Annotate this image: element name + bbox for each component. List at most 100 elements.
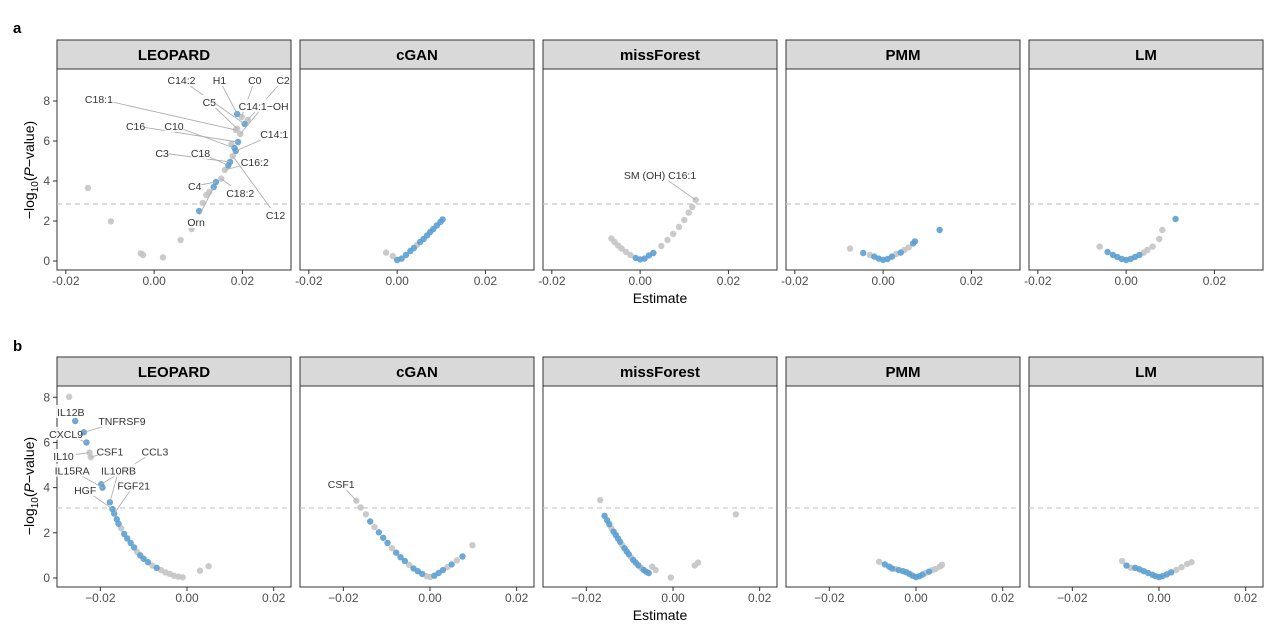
- label-background: [259, 127, 290, 140]
- x-tick-label: 0.02: [991, 591, 1015, 605]
- point-label: IL12B: [57, 407, 84, 419]
- label-leader-line: [173, 125, 235, 149]
- data-point-highlighted: [439, 566, 447, 574]
- x-tick-label: 0.00: [904, 591, 928, 605]
- y-axis-title: −log10(P−value): [21, 121, 41, 219]
- label-background: [100, 463, 137, 477]
- x-tick-label: 0.02: [1203, 274, 1227, 288]
- label-background: [191, 146, 210, 159]
- data-point: [205, 563, 212, 570]
- x-tick-label: 0.02: [717, 274, 741, 288]
- data-point: [139, 251, 147, 259]
- label-background: [155, 146, 169, 159]
- x-tick-label: 0.02: [960, 274, 984, 288]
- label-background: [186, 215, 206, 228]
- x-tick-label: −0.02: [571, 591, 602, 605]
- x-tick-label: 0.00: [661, 591, 685, 605]
- point-label: C14:1: [260, 129, 288, 141]
- data-point: [905, 244, 912, 251]
- facet-strip: [785, 356, 1021, 387]
- data-point-highlighted: [124, 535, 131, 542]
- facet-lm: LM −0.02 0.00 0.02: [1028, 356, 1264, 605]
- data-point: [357, 504, 364, 511]
- facet-strip-label: LEOPARD: [138, 364, 210, 381]
- x-tick-label: -0.02: [1024, 274, 1052, 288]
- data-point: [627, 251, 634, 259]
- y-axis-title-italic: P: [21, 483, 37, 493]
- data-point: [406, 561, 413, 569]
- label-background: [51, 426, 82, 440]
- x-tick-label: 0.00: [628, 274, 652, 288]
- point-label: C3: [155, 148, 169, 160]
- label-background: [622, 168, 698, 181]
- y-tick-label: 8: [43, 390, 50, 404]
- plot-area: [1028, 385, 1264, 588]
- y-tick-label: 4: [43, 481, 50, 495]
- point-label: HGF: [74, 485, 96, 497]
- x-tick-label: 0.02: [474, 274, 498, 288]
- x-tick-label: -0.02: [781, 274, 809, 288]
- data-point: [1173, 566, 1180, 574]
- x-tick-label: −0.02: [85, 591, 116, 605]
- x-tick-label: -0.02: [538, 274, 566, 288]
- label-background: [248, 73, 262, 86]
- x-tick-label: -0.02: [295, 274, 323, 288]
- facet-strip: [542, 39, 778, 70]
- data-point: [1178, 563, 1185, 571]
- data-point-highlighted: [1172, 215, 1179, 223]
- x-tick-label: 0.00: [1147, 591, 1171, 605]
- facet-missforest: missForest -0.02 0.00 0.02 SM (OH) C16:1: [538, 39, 778, 288]
- facet-missforest: missForest −0.02 0.00 0.02: [542, 356, 778, 605]
- facet-strip-label: cGAN: [396, 47, 438, 64]
- data-point: [846, 245, 854, 252]
- x-tick-label: 0.02: [748, 591, 772, 605]
- label-background: [97, 444, 123, 458]
- data-point-highlighted: [897, 249, 904, 256]
- data-point-highlighted: [367, 518, 374, 525]
- data-point-highlighted: [919, 571, 926, 578]
- label-background: [83, 92, 114, 105]
- data-point-highlighted: [397, 553, 404, 561]
- y-tick-label: 0: [43, 254, 50, 268]
- y-axis-title-subscript: 10: [30, 497, 41, 509]
- point-label: IL10: [53, 451, 74, 463]
- data-point: [177, 236, 184, 244]
- point-label: SM (OH) C16:1: [624, 170, 697, 182]
- data-point-highlighted: [625, 551, 632, 558]
- data-point-highlighted: [1136, 251, 1143, 259]
- plot-area: [542, 385, 778, 588]
- label-background: [188, 179, 202, 192]
- x-axis-title: Estimate: [633, 607, 688, 623]
- panel-b: b −log10(P−value) 0 2 4 6 8 LEOPARD −0.02 0.00 0.0…: [13, 338, 1264, 623]
- x-tick-label: 0.00: [1114, 274, 1138, 288]
- facet-strip: [542, 356, 778, 387]
- point-label: CXCL9: [49, 429, 83, 441]
- facet-strip: [56, 356, 292, 387]
- data-point: [206, 188, 213, 196]
- data-point: [388, 544, 396, 552]
- facet-strip: [299, 356, 535, 387]
- data-point: [453, 557, 461, 564]
- data-point: [179, 574, 186, 581]
- data-point-highlighted: [380, 534, 387, 541]
- facet-strip-label: cGAN: [396, 364, 438, 381]
- x-axis-title: Estimate: [633, 290, 688, 306]
- y-axis-title: −log10(P−value): [21, 437, 41, 535]
- x-tick-label: 0.00: [385, 274, 409, 288]
- data-point-highlighted: [448, 561, 455, 568]
- label-background: [101, 414, 143, 428]
- x-tick-label: −0.02: [814, 591, 845, 605]
- point-label: CSF1: [96, 446, 123, 458]
- label-background: [55, 404, 86, 418]
- data-point: [675, 223, 683, 231]
- y-axis-title-suffix: −value): [21, 121, 37, 167]
- label-leader-line: [232, 155, 276, 216]
- point-label: Orn: [187, 217, 205, 229]
- data-point-highlighted: [130, 544, 138, 551]
- facet-strip: [299, 39, 535, 70]
- panel-letter: b: [13, 338, 22, 355]
- facet-lm: LM -0.02 0.00 0.02: [1024, 39, 1264, 288]
- facet-strip-label: LEOPARD: [138, 47, 210, 64]
- label-background: [166, 73, 197, 86]
